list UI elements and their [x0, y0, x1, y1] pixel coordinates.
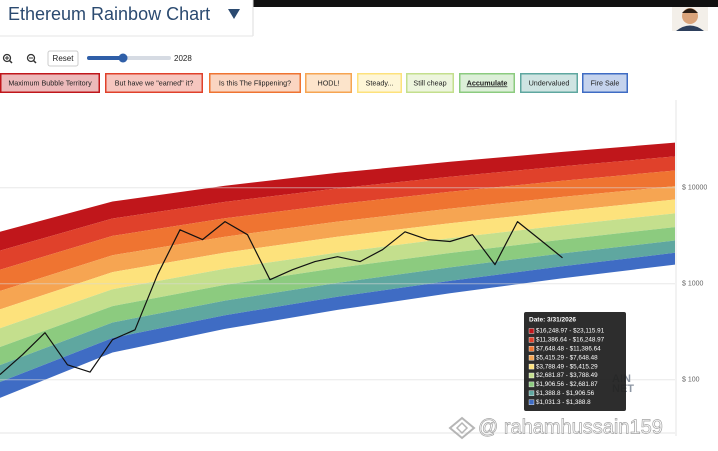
- rainbow-band: [0, 142, 675, 251]
- y-tick-label: $ 1000: [682, 281, 704, 288]
- legend-label[interactable]: Fire Sale: [591, 78, 620, 87]
- legend-button[interactable]: [209, 73, 301, 93]
- watermark: @ rahamhussain159: [478, 416, 663, 438]
- top-strip: [253, 0, 718, 7]
- y-tick-label: $ 10000: [682, 185, 707, 192]
- tooltip-swatch: [528, 337, 535, 343]
- reset-label: Reset: [53, 54, 75, 63]
- tooltip-row: $1,031.3 - $1,388.8: [536, 399, 591, 406]
- plot-area: [0, 142, 675, 434]
- legend-label[interactable]: HODL!: [318, 78, 340, 87]
- legend-button-fill: [358, 74, 401, 92]
- slider-fill: [87, 56, 123, 60]
- legend-button-fill: [210, 74, 300, 92]
- tooltip-row: $3,788.49 - $5,415.29: [536, 363, 598, 370]
- y-tick-label: $ 100: [682, 377, 700, 384]
- legend-label[interactable]: Still cheap: [413, 78, 446, 87]
- tooltip-swatch: [528, 363, 535, 370]
- tooltip-row: $5,415.29 - $7,648.48: [536, 354, 598, 361]
- slider-knob[interactable]: [118, 53, 128, 63]
- legend-button[interactable]: [105, 73, 203, 93]
- tooltip-row: $1,388.8 - $1,906.56: [536, 390, 595, 397]
- legend-button[interactable]: [305, 73, 352, 93]
- slider-label: 2028: [174, 54, 192, 63]
- rainbow-band: [0, 252, 675, 398]
- tooltip-swatch: [528, 390, 535, 396]
- rainbow-band: [0, 156, 675, 270]
- zoom-in[interactable]: [2, 53, 13, 64]
- reset-button[interactable]: [47, 50, 79, 67]
- legend-label[interactable]: Is this The Flippening?: [219, 78, 291, 87]
- legend-label[interactable]: Accumulate: [467, 78, 508, 87]
- tooltip-swatch: [528, 372, 535, 379]
- tooltip-row: $16,248.97 - $23,115.91: [536, 328, 605, 335]
- watermark-logo: [448, 416, 476, 440]
- legend-button-fill: [1, 74, 99, 92]
- legend-button[interactable]: [406, 73, 454, 93]
- tooltip-row: $7,648.48 - $11,386.64: [536, 345, 601, 352]
- chart-title: Ethereum Rainbow Chart: [8, 4, 210, 24]
- rainbow-band: [0, 199, 675, 329]
- tooltip-swatch: [528, 355, 535, 361]
- legend-button[interactable]: [459, 73, 515, 93]
- dropdown-caret[interactable]: [228, 9, 240, 19]
- tooltip-title: Date: 3/31/2026: [529, 317, 576, 324]
- legend-button[interactable]: [357, 73, 402, 93]
- legend-button-fill: [460, 74, 514, 92]
- rainbow-band: [0, 227, 675, 366]
- price-line: [0, 221, 563, 376]
- tooltip-row: $2,681.87 - $3,788.49: [536, 372, 598, 379]
- rainbow-band: [0, 186, 675, 310]
- legend-button-fill: [306, 74, 351, 92]
- avatar: [672, 7, 708, 31]
- rainbow-band: [0, 240, 675, 382]
- legend-button-fill: [106, 74, 202, 92]
- tooltip-box: [524, 312, 626, 411]
- legend-label[interactable]: Maximum Bubble Territory: [8, 78, 92, 87]
- legend-label[interactable]: Undervalued: [529, 78, 570, 87]
- tooltip-swatch: [528, 328, 535, 334]
- legend-button-fill: [521, 74, 577, 92]
- rainbow-band: [0, 213, 675, 347]
- legend-label[interactable]: But have we "earned" it?: [115, 78, 194, 87]
- legend-button[interactable]: [582, 73, 628, 93]
- zoom-out[interactable]: [26, 53, 37, 64]
- tooltip-swatch: [528, 399, 535, 405]
- rainbow-band: [0, 170, 675, 291]
- legend-label[interactable]: Steady...: [366, 78, 394, 87]
- tooltip-swatch: [528, 346, 535, 352]
- legend-button-fill: [407, 74, 453, 92]
- legend-button[interactable]: [0, 73, 100, 93]
- tooltip-row: $1,906.56 - $2,681.87: [536, 381, 598, 388]
- tooltip-row: $11,386.64 - $16,248.97: [536, 337, 605, 344]
- legend-button-fill: [583, 74, 627, 92]
- tooltip: Date: 3/31/2026 $16,248.97 - $23,115.91 $…: [524, 312, 626, 411]
- tooltip-swatch: [528, 381, 535, 388]
- legend-button[interactable]: [520, 73, 578, 93]
